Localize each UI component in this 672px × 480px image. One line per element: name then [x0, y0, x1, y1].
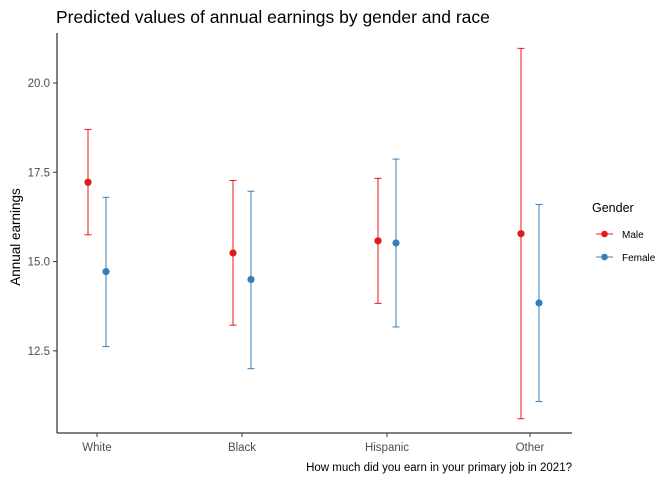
legend-key-point-male	[601, 230, 608, 238]
male-point	[374, 237, 382, 245]
x-axis-title: How much did you earn in your primary jo…	[306, 462, 572, 474]
x-tick-label: Other	[516, 442, 545, 454]
male-point	[84, 178, 92, 186]
female-point	[535, 299, 543, 307]
legend-label-female: Female	[622, 253, 656, 264]
y-tick-label: 17.5	[28, 167, 50, 179]
male-point	[517, 230, 525, 238]
legend-title: Gender	[592, 201, 634, 215]
male-point	[229, 249, 237, 257]
legend-label-male: Male	[622, 230, 644, 241]
chart-title: Predicted values of annual earnings by g…	[56, 7, 490, 27]
legend: Gender Male Female	[592, 201, 656, 264]
x-tick-label: White	[82, 442, 111, 454]
x-tick-label: Black	[228, 442, 256, 454]
legend-key-point-female	[601, 253, 608, 261]
x-tick-label: Hispanic	[365, 442, 409, 454]
female-point	[247, 275, 255, 284]
y-axis-title: Annual earnings	[8, 188, 23, 286]
female-point	[102, 267, 110, 276]
female-point	[392, 239, 400, 247]
plot-area: 12.5 15.0 17.5 20.0 White Black Hispanic Other	[28, 33, 572, 454]
y-tick-label: 15.0	[28, 257, 50, 269]
y-tick-label: 12.5	[28, 346, 50, 358]
y-tick-label: 20.0	[28, 78, 50, 90]
